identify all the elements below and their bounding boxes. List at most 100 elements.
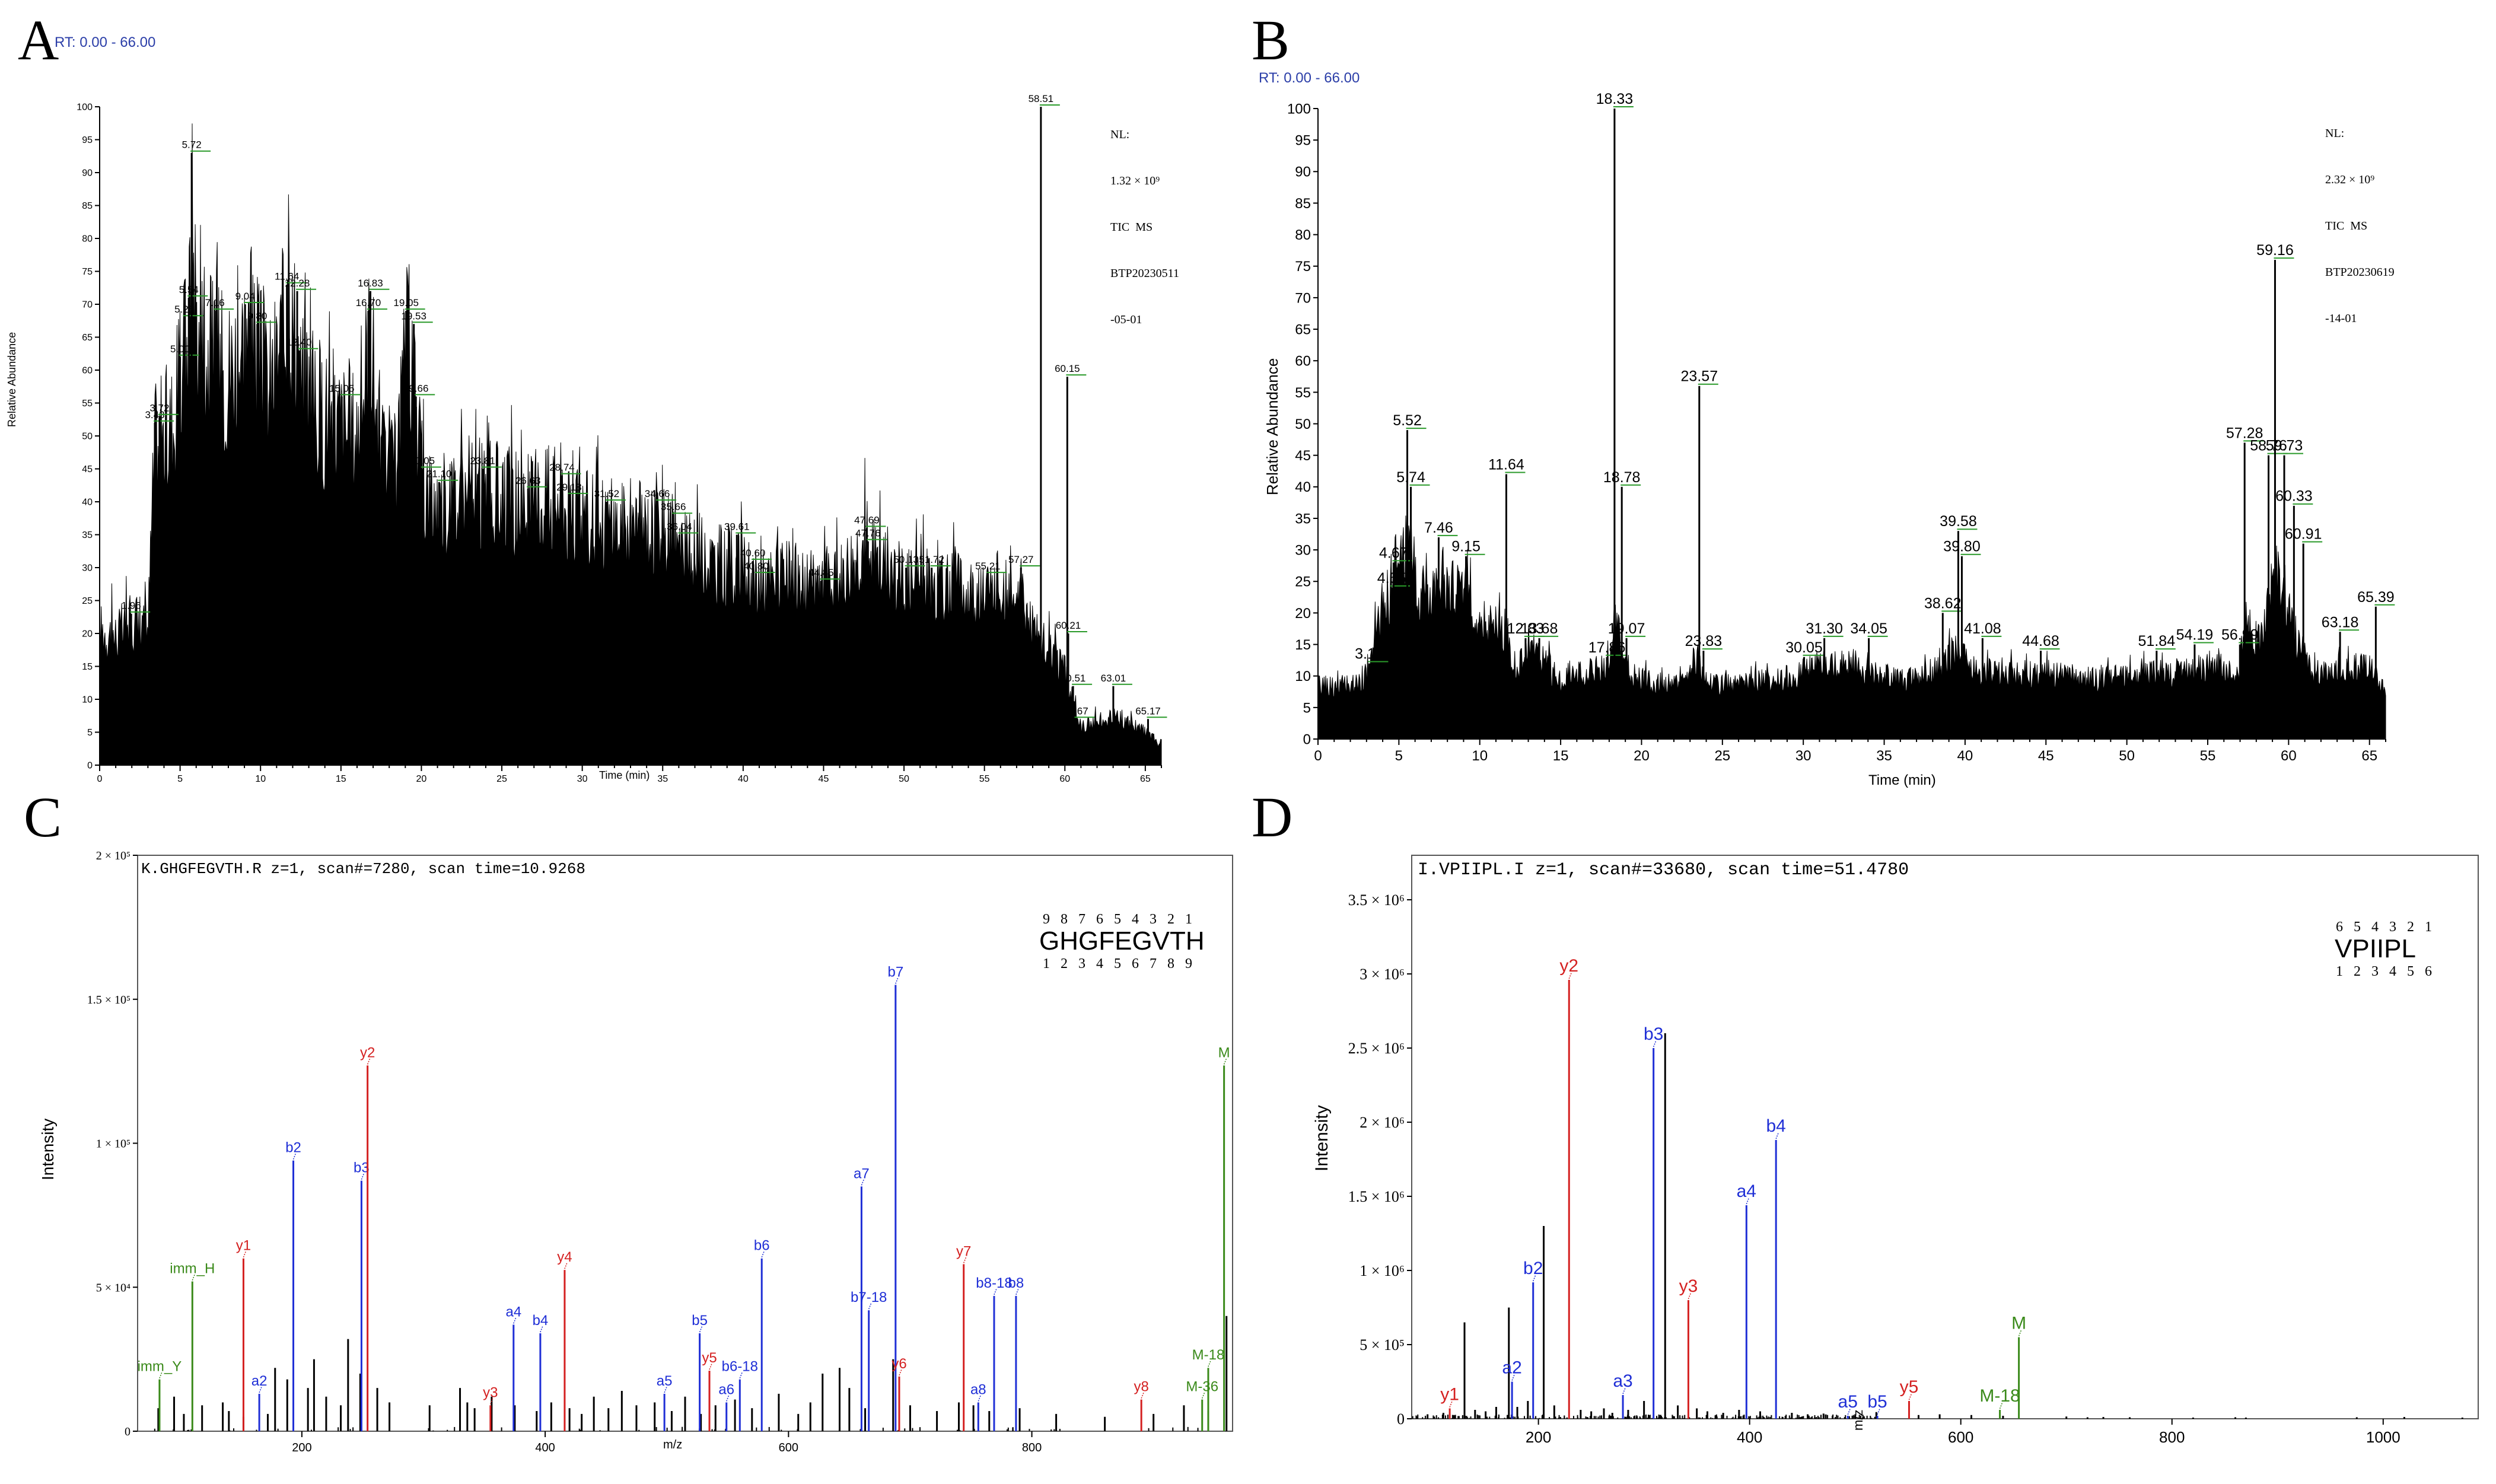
- peak-label: 3.72: [149, 403, 169, 414]
- peak-label: 39.80: [1943, 539, 1981, 555]
- ion-label: M-18: [1979, 1386, 2020, 1406]
- peak-label: 5.54: [179, 284, 199, 295]
- x-tick-label: 60: [2281, 748, 2297, 764]
- peak-label: 34.66: [645, 488, 670, 499]
- peak-label: 17.86: [1588, 639, 1626, 656]
- ion-label: b4: [1766, 1116, 1785, 1136]
- ion-label-leader: [699, 1326, 703, 1333]
- peak-label: 19.66: [403, 383, 429, 394]
- ion-label-leader: [361, 1173, 365, 1180]
- rt-value-b: 0.00 - 66.00: [1284, 70, 1360, 86]
- ion-label: y2: [360, 1044, 375, 1061]
- peak-label: 13.68: [1521, 620, 1558, 637]
- panel-letter-b: B: [1252, 8, 1290, 72]
- ion-label: imm_Y: [138, 1359, 182, 1375]
- peak-label: 23.81: [470, 456, 495, 467]
- x-tick-label: 1000: [2366, 1428, 2401, 1446]
- x-tick-label: 5: [177, 774, 183, 784]
- panel-d: D I.VPIIPL.I z=1, scan#=33680, scan time…: [1246, 789, 2496, 1484]
- y-tick-label: 35: [1295, 511, 1311, 527]
- rt-value-a: 0.00 - 66.00: [79, 34, 156, 50]
- ion-label-leader: [664, 1386, 667, 1393]
- peak-label: 60.15: [1055, 363, 1080, 374]
- y-tick-label: 10: [1295, 668, 1311, 684]
- ion-label-leader: [367, 1058, 371, 1065]
- peak-label: 1.96: [122, 600, 141, 612]
- ion-label-leader: [1688, 1292, 1692, 1300]
- peak-label: 19.53: [401, 310, 426, 321]
- peak-label: 55.21: [975, 561, 1001, 572]
- panel-c: C K.GHGFEGVTH.R z=1, scan#=7280, scan ti…: [0, 789, 1246, 1484]
- y-tick-label: 55: [1295, 385, 1311, 401]
- info-line: BTP20230619: [2325, 266, 2395, 279]
- y-tick-label: 2 × 10⁵: [96, 849, 130, 862]
- ion-label-leader: [899, 1369, 902, 1376]
- ion-label-leader: [1202, 1392, 1205, 1399]
- x-tick-label: 10: [255, 774, 266, 784]
- peak-label: 19.07: [1608, 620, 1645, 637]
- info-line: TIC MS: [1110, 221, 1153, 234]
- y-tick-label: 3.5 × 10⁶: [1348, 891, 1405, 909]
- peak-label: 44.85: [808, 567, 834, 578]
- y-tick-label: 30: [82, 563, 93, 574]
- y-tick-label: 3 × 10⁶: [1360, 966, 1405, 983]
- sequence-c: GHGFEGVTH: [1039, 926, 1205, 956]
- panel-letter-d: D: [1252, 785, 1293, 849]
- ion-label-leader: [292, 1153, 297, 1160]
- y-tick-label: 80: [1295, 227, 1311, 243]
- peak-label: 40.80: [743, 561, 769, 572]
- info-line: -14-01: [2325, 312, 2357, 325]
- ion-label: a3: [1613, 1371, 1632, 1391]
- ion-label-leader: [540, 1326, 543, 1333]
- peak-label: 12.83: [1507, 620, 1545, 637]
- ion-label: a5: [1838, 1392, 1858, 1412]
- peak-label: 47.76: [855, 528, 881, 539]
- info-line: TIC MS: [2325, 219, 2368, 233]
- peak-label: 20.05: [410, 456, 435, 467]
- chromatogram-a: 1.963.433.725.005.265.545.727.169.049.80…: [77, 93, 1167, 784]
- peak-label: 39.58: [1940, 513, 1977, 530]
- x-tick-label: 35: [1876, 748, 1892, 764]
- seq-top-numbers-c: 9 8 7 6 5 4 3 2 1: [1043, 912, 1196, 927]
- x-tick-label: 65: [1140, 774, 1151, 784]
- seq-bottom-numbers-d: 1 2 3 4 5 6: [2336, 964, 2435, 979]
- x-tick-label: 800: [1022, 1441, 1042, 1454]
- peak-label: 35.66: [661, 501, 686, 512]
- ion-label: M: [2011, 1314, 2026, 1333]
- ion-label: y1: [236, 1238, 251, 1254]
- x-tick-label: 25: [1714, 748, 1730, 764]
- ion-label: y8: [1134, 1379, 1148, 1395]
- info-block-a: NL: 1.32 × 10⁹ TIC MS BTP20230511 -05-01: [1110, 96, 1179, 358]
- x-tick-label: 200: [292, 1441, 311, 1454]
- spectrum-header-d: I.VPIIPL.I z=1, scan#=33680, scan time=5…: [1418, 860, 1909, 880]
- ion-label-leader: [1511, 1374, 1515, 1381]
- x-tick-label: 45: [2038, 748, 2054, 764]
- ion-label: M: [1218, 1044, 1230, 1061]
- peak-label: 28.74: [549, 462, 575, 473]
- y-tick-label: 45: [82, 464, 93, 475]
- peak-label: 7.46: [1424, 520, 1453, 536]
- peak-label: 54.19: [2176, 627, 2214, 644]
- panel-b: B RT: 0.00 - 66.00 NL: 2.32 × 10⁹ TIC MS…: [1246, 0, 2496, 795]
- ion-label: b6-18: [722, 1359, 758, 1375]
- y-tick-label: 25: [1295, 574, 1311, 590]
- x-tick-label: 20: [1634, 748, 1650, 764]
- peak-label: 11.64: [275, 271, 299, 282]
- y-tick-label: 5: [87, 728, 93, 738]
- peak-label: 40.60: [740, 547, 766, 559]
- peak-label: 57.28: [2226, 425, 2263, 441]
- peak-label: 4.67: [1379, 544, 1408, 561]
- x-tick-label: 0: [1314, 748, 1322, 764]
- ion-label: b7-18: [851, 1289, 887, 1305]
- peak-label: 63.01: [1101, 673, 1126, 684]
- peak-label: 31.52: [594, 488, 620, 499]
- peak-label: 34.05: [1850, 620, 1887, 637]
- spectrum-c: imm_Yimm_Hy1a2b2b3y2y3a4b4y4a5b5y5a6b6-1…: [87, 849, 1233, 1454]
- ion-label-leader: [1533, 1275, 1536, 1282]
- rt-range-b: RT: 0.00 - 66.00: [1259, 70, 1360, 87]
- ion-label-leader: [1208, 1360, 1211, 1367]
- peak-label: 16.70: [356, 297, 381, 308]
- ion-label: y5: [702, 1350, 717, 1366]
- y-tick-label: 2 × 10⁶: [1360, 1114, 1405, 1131]
- y-tick-label: 1.5 × 10⁶: [1348, 1188, 1405, 1205]
